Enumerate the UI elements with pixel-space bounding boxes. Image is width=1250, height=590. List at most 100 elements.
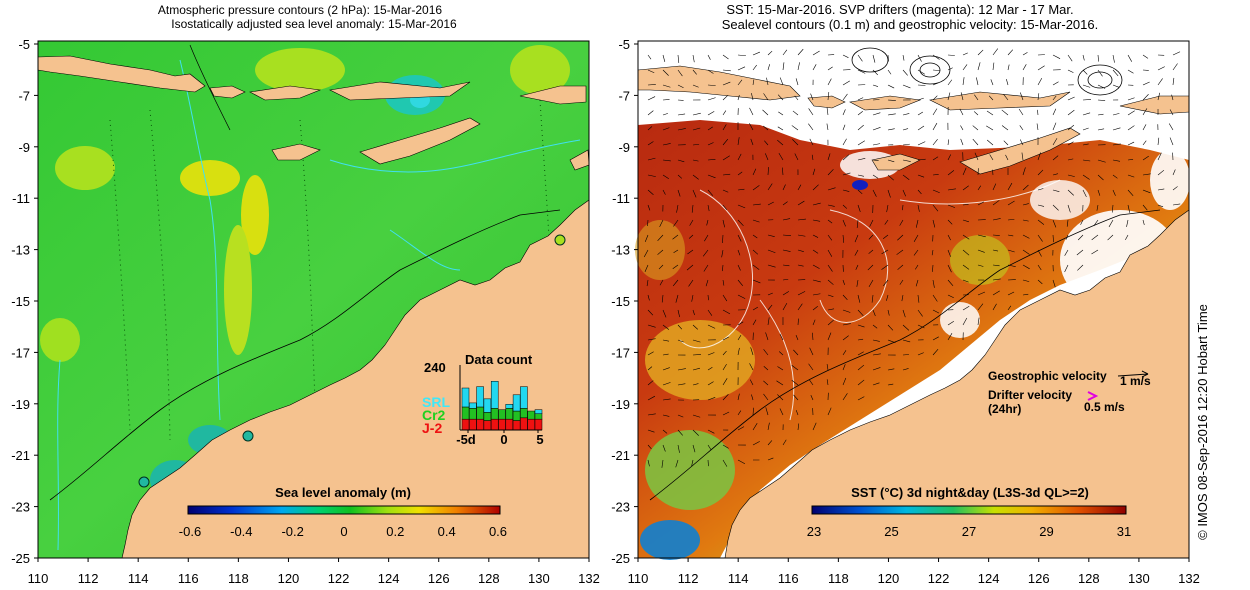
velocity-arrow (1172, 77, 1175, 86)
velocity-arrow (777, 394, 784, 401)
velocity-arrow (764, 140, 769, 146)
velocity-arrow (702, 249, 709, 257)
velocity-arrow (1067, 54, 1073, 62)
velocity-arrow (827, 169, 834, 176)
velocity-arrow (1022, 219, 1029, 222)
velocity-arrow (692, 143, 700, 146)
velocity-arrow (752, 234, 758, 239)
velocity-arrow (752, 249, 759, 255)
velocity-arrow (857, 379, 865, 386)
inset-bar-j2 (498, 418, 506, 431)
velocity-arrow (677, 128, 686, 131)
wetar (519, 85, 587, 105)
velocity-arrow (917, 125, 925, 131)
velocity-arrow (647, 189, 654, 196)
velocity-arrow (795, 410, 799, 416)
velocity-arrow (842, 393, 848, 401)
velocity-arrow (857, 294, 861, 303)
velocity-arrow (644, 264, 649, 272)
velocity-arrow (751, 394, 754, 401)
velocity-arrow (792, 139, 799, 146)
velocity-arrow (662, 444, 666, 452)
velocity-arrow (662, 429, 668, 434)
velocity-arrow (779, 408, 784, 416)
inset-bar-j2 (461, 418, 470, 431)
velocity-arrow (1091, 234, 1099, 241)
inset-bar-j2 (512, 420, 521, 431)
velocity-arrow (881, 249, 889, 255)
velocity-arrow (913, 234, 919, 242)
right-ytick-label: -13 (611, 243, 630, 258)
velocity-arrow (722, 54, 729, 60)
velocity-arrow (1112, 113, 1120, 116)
left-xtick-label: 126 (428, 571, 450, 586)
velocity-arrow (1112, 174, 1118, 179)
velocity-arrow (868, 234, 874, 240)
velocity-arrow (992, 234, 1000, 236)
velocity-arrow (887, 54, 889, 62)
velocity-arrow (827, 187, 836, 191)
velocity-arrow (974, 94, 979, 101)
velocity-arrow (1127, 159, 1134, 161)
velocity-arrow (722, 279, 725, 286)
velocity-arrow (704, 234, 709, 242)
velocity-arrow (763, 393, 769, 401)
velocity-arrow (767, 183, 773, 191)
velocity-arrow (857, 97, 864, 101)
left-xtick-label: 118 (228, 571, 249, 586)
left-ytick-label: -25 (11, 551, 30, 566)
sst-map-area[interactable] (635, 40, 1190, 560)
velocity-arrow (1022, 279, 1030, 282)
right-ytick-label: -23 (611, 500, 630, 515)
velocity-arrow (960, 125, 964, 131)
velocity-arrow (782, 264, 790, 267)
velocity-arrow (1064, 264, 1069, 273)
velocity-arrow (857, 140, 865, 146)
velocity-arrow (902, 204, 904, 211)
velocity-arrow (1172, 186, 1178, 191)
velocity-arrow (707, 126, 713, 131)
velocity-arrow (917, 97, 924, 101)
inset-bar-cr2 (469, 408, 477, 420)
velocity-arrow (797, 48, 804, 56)
velocity-arrow (827, 279, 834, 285)
velocity-arrow (647, 110, 654, 116)
velocity-arrow (1052, 122, 1057, 131)
velocity-arrow (868, 249, 874, 254)
velocity-arrow (897, 234, 904, 241)
velocity-arrow (647, 459, 650, 467)
velocity-arrow (1037, 77, 1043, 86)
velocity-arrow (1142, 173, 1151, 176)
left-ytick-label: -23 (11, 500, 30, 515)
velocity-arrow (657, 249, 664, 255)
inset-bar-srl (520, 386, 528, 409)
inset-bar-cr2 (461, 406, 470, 420)
velocity-arrow (737, 249, 741, 256)
velocity-arrow (977, 317, 980, 326)
velocity-arrow (750, 347, 754, 356)
velocity-arrow (932, 54, 940, 60)
velocity-arrow (1022, 264, 1030, 270)
velocity-arrow (1037, 219, 1045, 225)
velocity-arrow (1022, 184, 1029, 191)
velocity-arrow (707, 69, 714, 74)
velocity-arrow (737, 426, 745, 431)
right-xtick-label: 132 (1178, 571, 1200, 586)
velocity-arrow (810, 395, 814, 401)
velocity-arrow (872, 84, 879, 87)
drifter-legend-period: (24hr) (988, 402, 1021, 416)
velocity-arrow (1142, 54, 1149, 59)
velocity-arrow (857, 174, 864, 177)
left-ytick-label: -19 (11, 397, 30, 412)
velocity-arrow (692, 159, 699, 162)
velocity-arrow (986, 139, 994, 146)
velocity-arrow (887, 189, 891, 198)
sla-map-area[interactable] (37, 40, 590, 559)
inset-legend-j2: J-2 (422, 420, 442, 436)
velocity-arrow (1019, 139, 1024, 146)
velocity-arrow (989, 154, 994, 161)
velocity-arrow (887, 69, 892, 75)
velocity-arrow (1052, 108, 1057, 116)
velocity-arrow (812, 279, 821, 283)
velocity-arrow (1067, 124, 1075, 131)
